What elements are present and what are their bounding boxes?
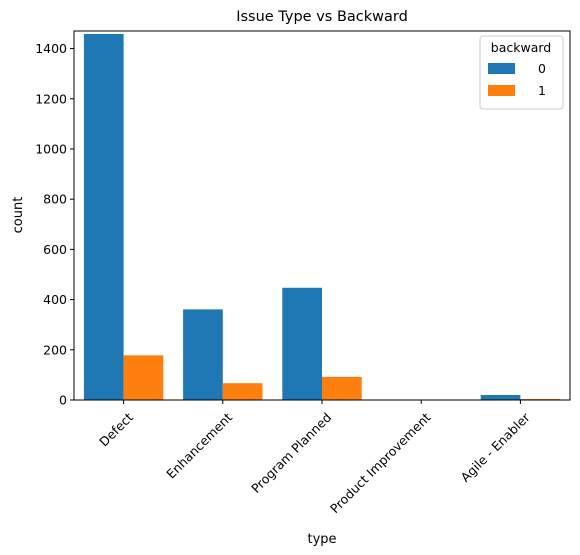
chart-title: Issue Type vs Backward (236, 9, 408, 25)
x-axis-label: type (307, 532, 336, 547)
y-tick-label: 200 (43, 342, 67, 357)
legend-title: backward (491, 40, 551, 55)
bar-defect-series-1 (123, 355, 164, 400)
y-tick-label: 800 (43, 192, 67, 207)
legend-label-1: 1 (538, 83, 546, 98)
y-tick-label: 1200 (35, 91, 67, 106)
bar-program-planned-series-0 (282, 287, 322, 400)
x-tick-label: Product Improvement (327, 410, 434, 517)
y-tick-label: 1000 (35, 141, 67, 156)
y-axis: 0 200 400 600 800 1000 1200 1400 (35, 41, 74, 408)
x-axis: Defect Enhancement Program PlannedProduct … (96, 400, 533, 516)
legend-label-0: 0 (538, 61, 546, 76)
plot-area (83, 34, 561, 400)
bar-agile-enabler-series-0 (480, 394, 521, 400)
bar-program-planned-series-1 (322, 376, 362, 400)
bar-enhancement-series-0 (183, 309, 223, 400)
x-tick-label: Program Planned (248, 410, 334, 496)
y-tick-label: 1400 (35, 41, 67, 56)
x-tick-label: Enhancement (163, 410, 235, 482)
x-tick-label: Defect (96, 410, 136, 450)
y-tick-label: 0 (59, 393, 67, 408)
bar-enhancement-series-1 (222, 383, 263, 400)
bar-defect-series-0 (83, 34, 124, 400)
legend-swatch-1 (488, 85, 515, 96)
y-tick-label: 600 (43, 242, 67, 257)
legend-swatch-0 (488, 63, 515, 74)
x-tick-label: Agile - Enabler (458, 409, 534, 485)
legend: backward 0 1 (479, 35, 564, 110)
y-axis-label: count (11, 197, 26, 234)
y-tick-label: 400 (43, 292, 67, 307)
